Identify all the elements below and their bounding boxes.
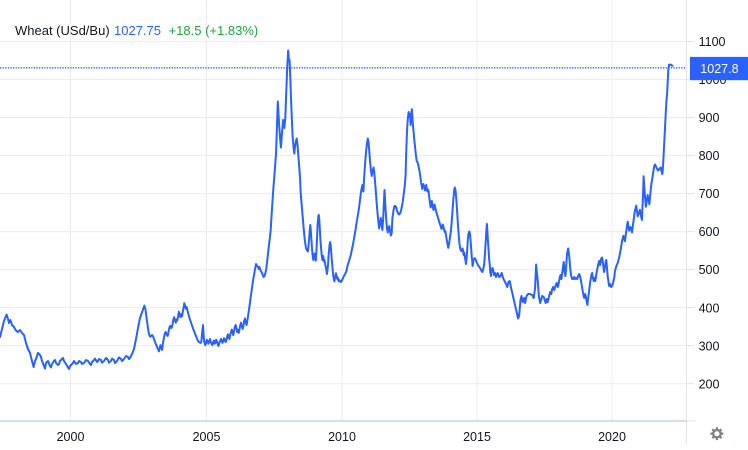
svg-text:1100: 1100 <box>699 35 726 49</box>
svg-text:500: 500 <box>699 263 720 277</box>
svg-text:800: 800 <box>699 149 720 163</box>
svg-text:2015: 2015 <box>463 430 491 444</box>
svg-text:300: 300 <box>699 339 720 353</box>
svg-text:200: 200 <box>699 377 720 391</box>
svg-text:900: 900 <box>699 111 720 125</box>
svg-text:1027.8: 1027.8 <box>700 62 738 76</box>
svg-text:700: 700 <box>699 187 720 201</box>
svg-text:2020: 2020 <box>598 430 626 444</box>
svg-text:2005: 2005 <box>193 430 221 444</box>
svg-text:600: 600 <box>699 225 720 239</box>
svg-text:Wheat (USd/Bu): Wheat (USd/Bu) <box>15 23 110 38</box>
svg-text:2010: 2010 <box>328 430 356 444</box>
svg-text:1027.75: 1027.75 <box>114 23 161 38</box>
svg-text:400: 400 <box>699 301 720 315</box>
svg-text:+18.5 (+1.83%): +18.5 (+1.83%) <box>169 23 259 38</box>
svg-text:2000: 2000 <box>57 430 85 444</box>
